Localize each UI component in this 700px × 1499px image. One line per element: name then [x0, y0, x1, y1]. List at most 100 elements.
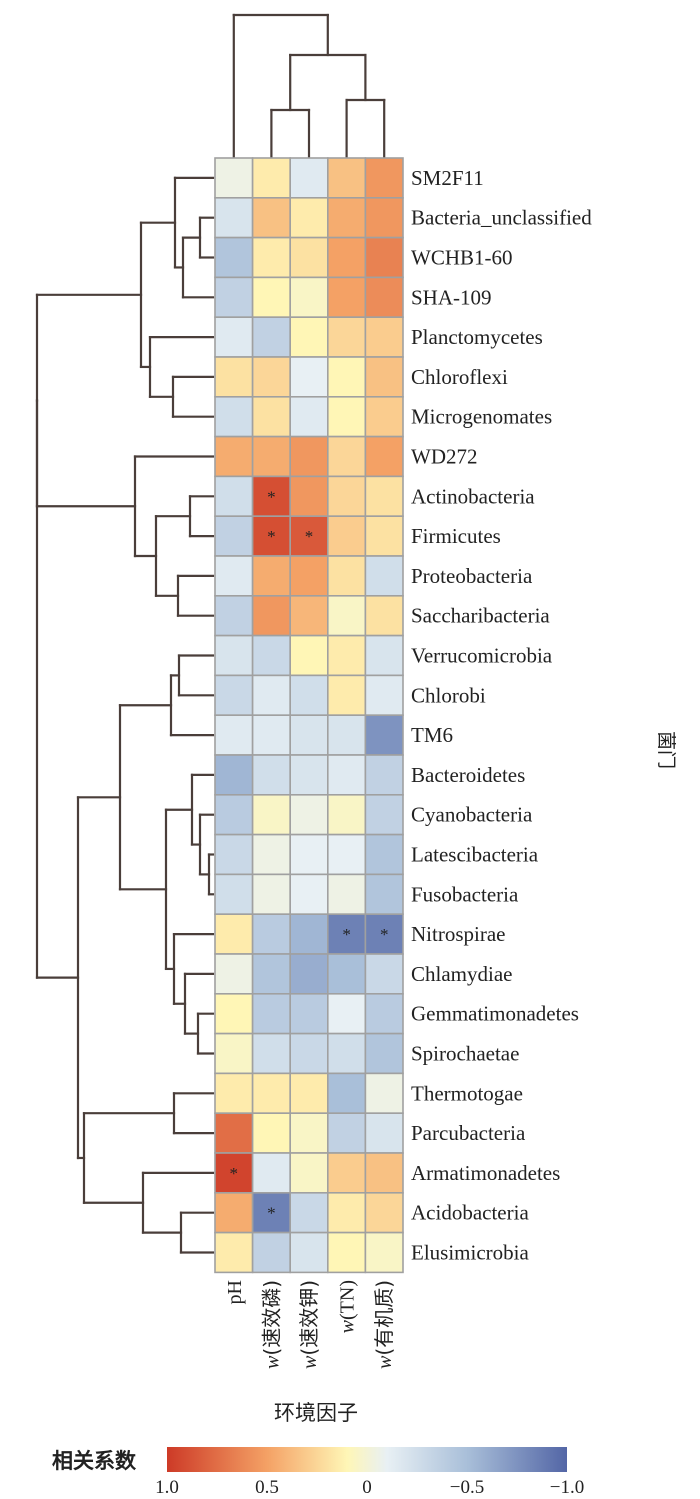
- row-label: Nitrospirae: [411, 922, 505, 946]
- heatmap-cell: [251, 435, 292, 478]
- colorbar-tick-label: 0: [362, 1477, 372, 1498]
- heatmap-cell: [214, 953, 254, 995]
- heatmap-cell: [326, 594, 367, 637]
- heatmap-cell: [214, 236, 254, 279]
- heatmap-cell: [214, 1152, 254, 1194]
- heatmap-cell: [214, 435, 254, 478]
- significance-marker: *: [380, 925, 389, 944]
- significance-marker: *: [305, 527, 314, 546]
- x-axis-title: 环境因子: [274, 1401, 358, 1425]
- heatmap-cell: [251, 953, 292, 995]
- heatmap-cell: [364, 913, 404, 955]
- heatmap-cell: [364, 634, 404, 677]
- heatmap-cells: * * * * * * *: [214, 157, 404, 1274]
- row-label: Acidobacteria: [411, 1201, 529, 1225]
- heatmap-cell: [326, 316, 367, 358]
- colorbar-ticks: 1.0 0.5 0 −0.5 −1.0: [155, 1477, 584, 1498]
- row-label: Firmicutes: [411, 524, 501, 548]
- heatmap-cell: [251, 316, 292, 358]
- heatmap-cell: [326, 197, 367, 239]
- row-dendrogram: [35, 176, 215, 1254]
- heatmap-cell: [326, 793, 367, 836]
- row-label: Armatimonadetes: [411, 1161, 560, 1185]
- heatmap-cell: [289, 1032, 329, 1075]
- heatmap-cell: [214, 754, 254, 796]
- heatmap-cell: [289, 913, 329, 955]
- heatmap-cell: [289, 793, 329, 836]
- heatmap-cell: [364, 1032, 404, 1075]
- heatmap-cell: [251, 754, 292, 796]
- row-label: TM6: [411, 723, 453, 747]
- row-label: Saccharibacteria: [411, 604, 550, 628]
- heatmap-cell: [289, 475, 329, 517]
- heatmap-cell: [251, 674, 292, 717]
- heatmap-cell: [289, 236, 329, 279]
- heatmap-cell: [251, 1152, 292, 1194]
- heatmap-cell: [326, 1112, 367, 1154]
- heatmap-cell: [289, 873, 329, 916]
- heatmap-cell: [214, 1112, 254, 1154]
- heatmap-cell: [214, 475, 254, 517]
- heatmap-cell: [326, 356, 367, 398]
- heatmap-cell: [214, 674, 254, 717]
- column-dendrogram: [232, 13, 386, 160]
- heatmap-cell: [326, 833, 367, 876]
- heatmap-cell: [364, 953, 404, 995]
- heatmap-cell: [364, 714, 404, 756]
- column-label: pH: [224, 1280, 246, 1304]
- column-label: w(速效钾): [297, 1280, 321, 1369]
- heatmap-cell: [289, 1231, 329, 1274]
- heatmap-cell: [364, 1231, 404, 1274]
- heatmap-cell: [364, 1152, 404, 1194]
- heatmap-cell: [214, 555, 254, 597]
- colorbar-gradient: [167, 1447, 567, 1472]
- row-labels: SM2F11 Bacteria_unclassified WCHB1-60 SHA-1…: [411, 166, 592, 1265]
- heatmap-cell: [289, 395, 329, 438]
- heatmap-cell: [326, 953, 367, 995]
- heatmap-cell: [364, 1192, 404, 1234]
- heatmap-cell: [251, 594, 292, 637]
- heatmap-cell: [364, 435, 404, 478]
- heatmap-cell: [251, 475, 292, 517]
- heatmap-cell: [214, 1231, 254, 1274]
- heatmap-cell: [289, 197, 329, 239]
- row-label: Microgenomates: [411, 405, 552, 429]
- heatmap-cell: [364, 594, 404, 637]
- heatmap-cell: [364, 1112, 404, 1154]
- heatmap-cell: [326, 435, 367, 478]
- row-label: Actinobacteria: [411, 484, 535, 508]
- heatmap-cell: [289, 634, 329, 677]
- heatmap-cell: [214, 197, 254, 239]
- heatmap-cell: [289, 276, 329, 318]
- column-label: w(速效磷): [259, 1280, 283, 1369]
- heatmap-cell: [364, 515, 404, 557]
- heatmap-cell: [326, 236, 367, 279]
- row-label: WCHB1-60: [411, 246, 513, 270]
- heatmap-cell: [289, 714, 329, 756]
- heatmap-cell: [326, 754, 367, 796]
- heatmap-cell: [364, 754, 404, 796]
- heatmap-cell: [326, 1192, 367, 1234]
- heatmap-cell: [364, 157, 404, 199]
- row-label: Chloroflexi: [411, 365, 508, 389]
- heatmap-cell: [251, 356, 292, 398]
- heatmap-cell: [289, 1192, 329, 1234]
- heatmap-cell: [214, 157, 254, 199]
- colorbar-tick-label: −1.0: [550, 1477, 584, 1498]
- heatmap-cell: [326, 714, 367, 756]
- heatmap-cell: [326, 1152, 367, 1194]
- heatmap-cell: [289, 1112, 329, 1154]
- row-label: SHA-109: [411, 285, 492, 309]
- heatmap-cell: [364, 873, 404, 916]
- heatmap-cell: [251, 714, 292, 756]
- row-label: Verrucomicrobia: [411, 644, 553, 668]
- colorbar-tick-label: 0.5: [255, 1477, 279, 1498]
- row-label: Elusimicrobia: [411, 1241, 529, 1265]
- heatmap-cell: [364, 356, 404, 398]
- heatmap-cell: [326, 634, 367, 677]
- row-label: Parcubacteria: [411, 1121, 526, 1145]
- heatmap-cell: [214, 1032, 254, 1075]
- row-label: Planctomycetes: [411, 325, 543, 349]
- heatmap-cell: [364, 197, 404, 239]
